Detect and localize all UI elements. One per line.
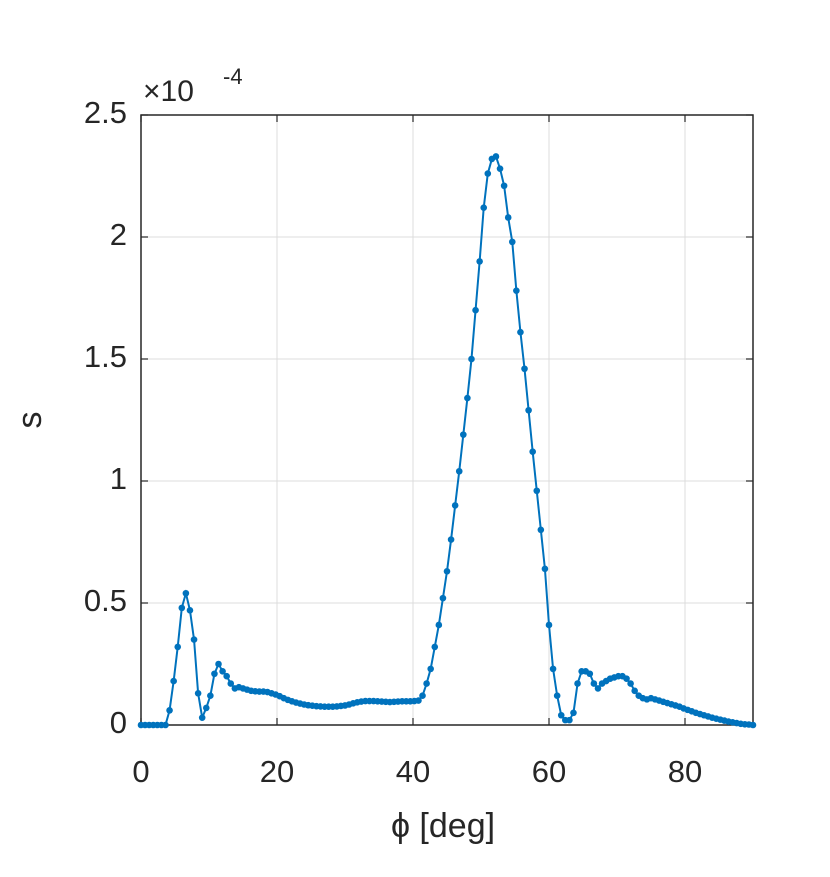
y-tick-label: 1.5 xyxy=(84,339,127,374)
data-point xyxy=(557,711,565,719)
data-point xyxy=(623,675,630,682)
data-point xyxy=(468,355,475,363)
y-tick-label: 1 xyxy=(110,461,127,496)
data-point xyxy=(513,287,520,294)
data-point xyxy=(586,670,594,678)
y-tick-label: 0.5 xyxy=(84,583,127,618)
data-point xyxy=(182,589,190,597)
data-point xyxy=(455,467,463,475)
data-point xyxy=(574,680,581,687)
data-point xyxy=(566,716,573,724)
data-point xyxy=(460,431,467,438)
data-point xyxy=(162,721,169,729)
data-point xyxy=(508,238,516,246)
data-point xyxy=(194,689,202,697)
data-point xyxy=(211,670,218,678)
data-point xyxy=(749,721,757,729)
data-point xyxy=(525,406,532,414)
data-point xyxy=(423,680,430,687)
data-point xyxy=(472,306,479,314)
data-point xyxy=(427,665,434,673)
data-point xyxy=(190,636,198,643)
y-multiplier-exponent: -4 xyxy=(223,64,243,89)
plot-area xyxy=(141,115,753,725)
data-point xyxy=(443,567,451,575)
y-axis-label: s xyxy=(11,412,49,429)
data-point xyxy=(541,565,549,573)
data-point xyxy=(533,487,541,495)
data-point xyxy=(219,668,226,675)
data-point xyxy=(431,643,439,651)
y-tick-label: 0 xyxy=(110,705,127,740)
data-point xyxy=(570,709,577,717)
x-tick-label: 80 xyxy=(668,754,702,789)
data-point xyxy=(521,365,528,373)
data-point xyxy=(186,607,194,614)
x-tick-label: 0 xyxy=(132,754,149,789)
data-point xyxy=(174,643,182,651)
data-point xyxy=(215,660,222,668)
x-axis-label: ϕ [deg] xyxy=(391,807,495,845)
data-point xyxy=(631,687,638,695)
data-point xyxy=(594,685,602,692)
data-point xyxy=(627,680,634,687)
data-point xyxy=(496,165,504,172)
data-point xyxy=(223,672,230,680)
data-point xyxy=(166,707,173,714)
data-point xyxy=(537,526,545,534)
x-tick-label: 60 xyxy=(532,754,566,789)
data-point xyxy=(529,448,536,456)
data-point xyxy=(435,621,443,629)
y-multiplier: ×10 xyxy=(143,75,194,108)
data-point xyxy=(504,214,512,221)
y-tick-label: 2.5 xyxy=(84,95,127,130)
data-point xyxy=(447,536,455,543)
data-point xyxy=(476,258,483,265)
data-point xyxy=(545,621,553,629)
data-point xyxy=(202,704,210,712)
data-point xyxy=(178,604,186,612)
data-point xyxy=(419,692,426,700)
data-point xyxy=(590,680,598,687)
data-point xyxy=(198,714,206,721)
x-tick-label: 20 xyxy=(260,754,294,789)
data-point xyxy=(500,182,508,190)
data-point xyxy=(415,697,422,704)
data-point xyxy=(207,692,214,700)
data-point xyxy=(170,677,177,685)
data-point xyxy=(451,502,459,509)
data-point xyxy=(464,394,471,402)
data-point xyxy=(492,153,500,160)
data-point xyxy=(517,328,524,336)
data-point xyxy=(484,170,492,177)
data-point xyxy=(439,594,447,602)
axes-box xyxy=(140,114,754,726)
data-point xyxy=(480,204,488,212)
x-tick-label: 40 xyxy=(396,754,430,789)
data-point xyxy=(549,665,557,673)
y-tick-label: 2 xyxy=(110,217,127,252)
data-point xyxy=(227,680,235,687)
data-point xyxy=(553,692,561,700)
